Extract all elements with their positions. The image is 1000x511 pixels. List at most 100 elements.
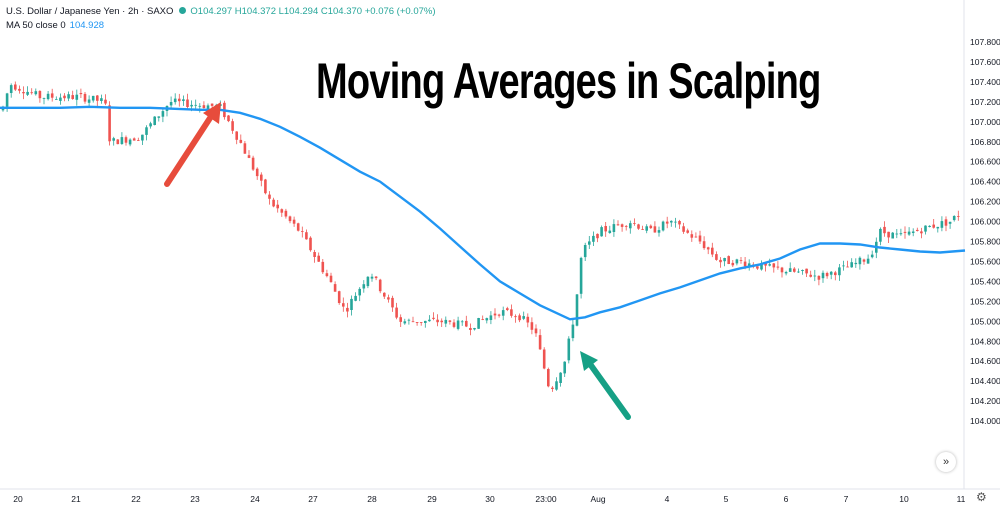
candle [846,260,849,268]
candle [534,324,538,337]
candle [526,313,530,328]
candle [579,256,583,299]
price-tick-label: 104.800 [970,336,1000,346]
candle [255,167,259,180]
price-tick-label: 105.400 [970,276,1000,286]
candle [797,268,800,273]
candle [337,290,341,305]
candle [485,317,489,324]
candle [858,256,862,270]
candle [706,246,710,255]
candle [272,197,275,208]
candle [22,86,25,100]
candle [419,322,423,326]
price-tick-label: 105.800 [970,237,1000,247]
candle [55,96,58,100]
time-tick-label: 10 [899,494,909,504]
candle [452,319,456,329]
ma-label[interactable]: MA 50 close 0 [6,20,66,31]
candle [67,91,70,102]
candle [292,216,296,227]
ma-line [0,105,966,321]
symbol-label[interactable]: U.S. Dollar / Japanese Yen · 2h · SAXO [6,6,174,17]
candle [682,222,685,234]
candle [194,99,197,110]
candle [887,231,890,243]
time-tick-label: 11 [957,494,966,504]
candle [567,336,571,364]
candle [686,228,689,234]
candle [870,250,874,259]
double-chevron-right-icon[interactable]: » [936,452,956,472]
price-tick-label: 104.600 [970,356,1000,366]
candle [264,178,267,195]
candle [735,258,739,266]
candle [469,323,472,336]
candle [161,107,165,123]
candle [391,295,394,312]
candle [317,252,320,262]
candle [821,270,825,283]
candle [538,329,542,350]
time-axis[interactable]: 20 21 22 23 24 27 28 29 30 23:00 Aug 4 5 6 7 10 11 [13,494,965,504]
candle [399,314,402,327]
candle [583,242,587,261]
time-tick-label: 7 [844,494,849,504]
candle [555,377,558,391]
candle [497,313,501,318]
candle [829,271,833,280]
candle [83,92,87,104]
gear-icon[interactable]: ⚙ [976,490,987,504]
candle [100,94,103,104]
candle [178,93,181,107]
candle [149,121,152,129]
candle [14,81,17,91]
candle [112,136,115,146]
candle [624,225,628,231]
candle [415,322,419,326]
candle [670,220,673,227]
candle [649,224,653,229]
candle [756,266,759,270]
candle [616,220,620,226]
candle [957,210,960,221]
candle [280,208,284,217]
price-tick-label: 106.600 [970,157,1000,167]
candle [661,220,665,232]
candle [268,191,271,205]
candle [50,88,54,102]
candle [350,295,353,316]
candle [46,91,50,101]
candle [780,266,784,278]
time-tick-label: 27 [308,494,318,504]
candle [698,230,702,244]
candle [251,155,255,171]
price-axis[interactable]: 107.800 107.600 107.400 107.200 107.000 106.8… [970,37,1000,426]
candle [325,269,329,278]
candle [329,272,333,283]
candle [460,320,464,326]
candle [813,269,817,282]
candle [128,138,132,147]
candle [916,227,919,232]
candle [727,255,730,265]
candle [501,306,505,321]
candle [165,105,169,117]
candle [817,275,821,286]
candle [604,222,607,237]
candle [436,314,439,327]
time-tick-label: 5 [724,494,729,504]
candle [387,294,390,303]
candle [784,270,788,276]
candle [731,260,735,267]
candle [600,225,603,237]
green-arrow [580,351,631,420]
time-tick-label: 22 [131,494,141,504]
candle [169,96,173,110]
candle [145,125,148,141]
candle [288,215,292,224]
candle [59,93,62,105]
candle [879,227,882,246]
